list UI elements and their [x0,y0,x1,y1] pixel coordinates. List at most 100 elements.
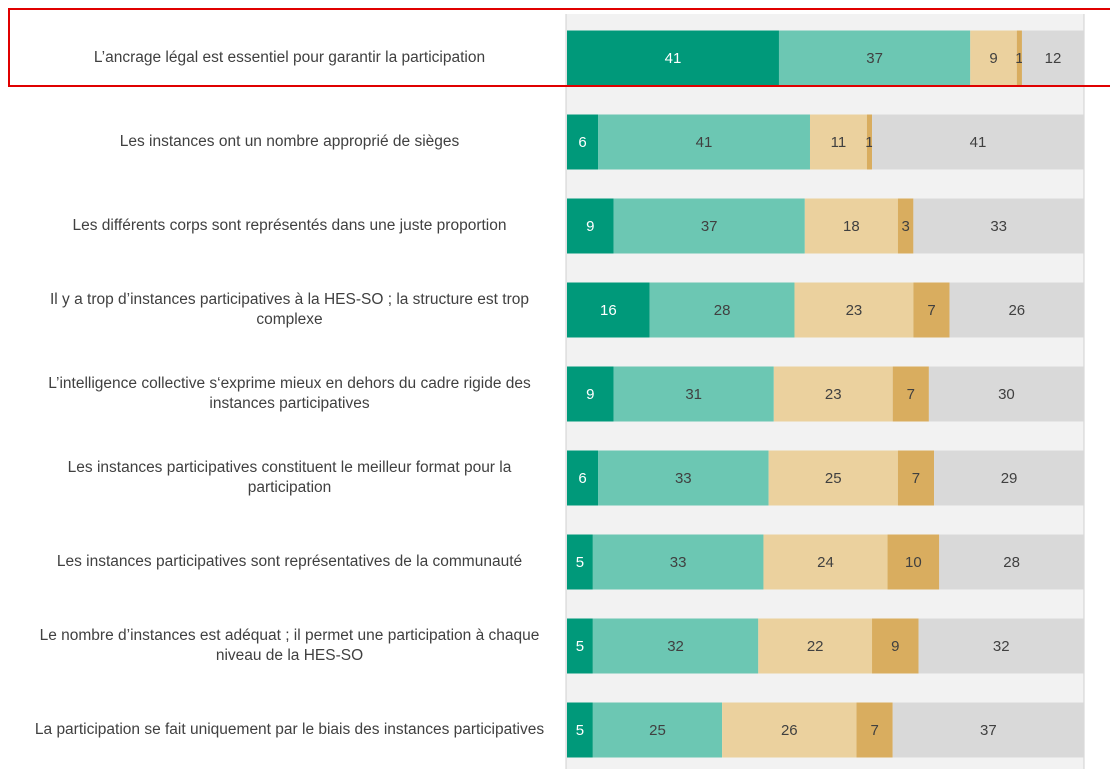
bar-segment [1016,30,1022,86]
bar-segment [567,618,593,674]
data-label: 23 [846,302,863,319]
data-label: 6 [578,470,586,487]
data-label: 1 [865,134,873,151]
bar-segment [592,534,764,590]
data-label: 1 [1015,50,1023,67]
bar-segment [649,282,795,338]
data-label: 30 [998,386,1015,403]
data-label: 26 [1008,302,1025,319]
data-label: 26 [781,722,798,739]
bar-segment [592,618,759,674]
data-label: 5 [576,638,584,655]
category-label: Le nombre d’instances est adéquat ; il p… [39,627,540,664]
data-label: 7 [907,386,915,403]
data-label: 5 [576,722,584,739]
category-label: Les instances participatives sont représ… [56,553,523,570]
bar-segment [567,702,593,758]
bar-segment [592,702,723,758]
category-label: L’intelligence collective s‘exprime mieu… [48,375,531,412]
bar-segment [897,198,914,254]
bar-segment [970,30,1017,86]
bar-segment [949,282,1084,338]
bar-segment [613,198,805,254]
data-label: 22 [807,638,824,655]
data-label: 29 [1001,470,1018,487]
data-label: 6 [578,134,586,151]
data-label: 9 [586,218,594,235]
bar-segment [1021,30,1084,86]
data-label: 23 [825,386,842,403]
data-label: 41 [665,50,682,67]
bar-segment [892,366,929,422]
bar-segment [913,198,1084,254]
data-label: 37 [866,50,883,67]
data-label: 5 [576,554,584,571]
highlight-box [8,8,1110,87]
data-label: 11 [831,134,847,151]
bar-segment [567,30,779,86]
bar-segment [567,534,593,590]
data-label: 25 [825,470,842,487]
data-label: 33 [990,218,1007,235]
category-label: Les différents corps sont représentés da… [72,217,507,234]
data-label: 41 [970,134,987,151]
data-label: 28 [714,302,731,319]
data-label: 3 [901,218,909,235]
bar-segment [773,366,893,422]
bar-segment [567,282,650,338]
bar-segment [598,450,769,506]
bar-segment [567,114,599,170]
bar-segment [928,366,1084,422]
bar-segment [804,198,898,254]
bar-segment [856,702,893,758]
data-label: 7 [912,470,920,487]
data-label: 32 [993,638,1010,655]
data-label: 25 [649,722,666,739]
category-label: La participation se fait uniquement par … [34,721,545,738]
data-label: 9 [891,638,899,655]
data-label: 37 [701,218,718,235]
category-label: L’ancrage légal est essentiel pour garan… [93,49,486,66]
category-label: Les instances ont un nombre approprié de… [119,133,460,150]
category-label: Les instances participatives constituent… [67,459,512,496]
data-label: 16 [600,302,617,319]
data-label: 7 [870,722,878,739]
data-label: 12 [1045,50,1062,67]
bar-segment [567,198,614,254]
data-label: 33 [670,554,687,571]
bar-segment [887,534,940,590]
data-label: 33 [675,470,692,487]
bar-segment [872,618,919,674]
bar-segment [809,114,867,170]
bar-segment [892,702,1084,758]
bar-segment [939,534,1084,590]
bar-segment [598,114,810,170]
bar-segment [778,30,971,86]
data-label: 18 [843,218,860,235]
bar-segment [758,618,873,674]
bar-segment [768,450,898,506]
bar-segment [613,366,774,422]
bar-segment [763,534,888,590]
bar-segment [567,450,599,506]
data-label: 9 [989,50,997,67]
data-label: 32 [667,638,684,655]
data-label: 9 [586,386,594,403]
bar-segment [934,450,1084,506]
bar-segment [918,618,1084,674]
bar-segment [872,114,1084,170]
data-label: 24 [817,554,834,571]
data-label: 37 [980,722,997,739]
bar-segment [794,282,914,338]
category-label: Il y a trop d’instances participatives à… [50,291,529,328]
data-label: 7 [927,302,935,319]
bar-segment [866,114,873,170]
bar-segment [897,450,935,506]
data-label: 41 [696,134,713,151]
data-label: 28 [1003,554,1020,571]
bar-segment [567,366,614,422]
bar-segment [722,702,857,758]
data-label: 10 [905,554,922,571]
